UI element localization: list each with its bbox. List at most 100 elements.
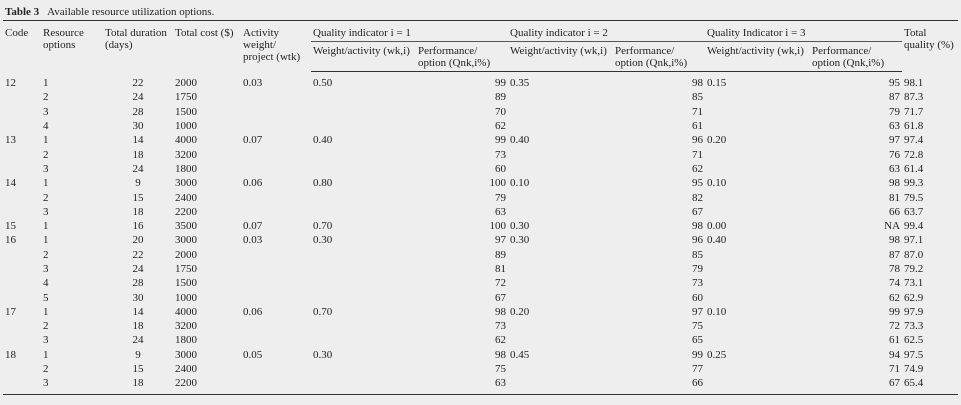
table-cell: 97 <box>889 134 901 147</box>
table-cell: 20 <box>132 234 144 247</box>
table-cell: 0.25 <box>707 348 727 361</box>
table-cell: 24 <box>132 162 144 175</box>
table-cell <box>3 105 41 119</box>
table-cell: 82 <box>692 191 704 204</box>
table-cell <box>311 162 416 176</box>
table-cell: 75 <box>495 363 507 376</box>
table-cell: 85 <box>692 248 704 261</box>
table-cell: 0.70 <box>313 305 333 318</box>
table-cell <box>3 262 41 276</box>
table-cell <box>705 90 810 104</box>
table-cell: 0.15 <box>707 77 727 90</box>
table-cell: 3 <box>43 162 49 175</box>
table-cell: 18 <box>103 376 173 395</box>
table-cell <box>311 290 416 304</box>
table-cell: 73.3 <box>904 320 924 333</box>
table-cell: 99 <box>692 348 704 361</box>
table-cell <box>241 105 311 119</box>
table-cell: 30 <box>132 291 144 304</box>
table-row: 3 24 1800 62 65 61 62.5 <box>3 333 958 347</box>
table-cell: 81 <box>495 263 507 275</box>
subheader-cell: Performance/ option (Qnk,i%) <box>613 41 706 72</box>
table-cell: 16 <box>132 220 144 233</box>
table-row: 16 1 20 3000 0.03 0.30 97 0.30 96 0.40 98 97.1 <box>3 233 958 247</box>
table-cell: 67 <box>692 205 704 218</box>
table-cell: 95 <box>889 77 901 90</box>
table-cell: 73.1 <box>904 277 924 290</box>
table-cell <box>241 90 311 104</box>
table-cell: 62.5 <box>904 334 924 347</box>
table-cell <box>705 205 810 219</box>
table-cell: 0.20 <box>707 134 727 147</box>
table-cell: 1 <box>43 305 49 318</box>
table-cell: 2000 <box>175 248 197 261</box>
table: Code Resource options Total duration (da… <box>3 21 959 395</box>
table-cell: 1 <box>43 177 49 190</box>
table-cell: 61 <box>889 334 901 347</box>
table-cell: 1000 <box>175 120 197 133</box>
table-cell: 15 <box>5 220 16 233</box>
table-cell: 0.40 <box>313 134 333 147</box>
table-row: 2 22 2000 89 85 87 87.0 <box>3 248 958 262</box>
table-cell: 66 <box>889 205 901 218</box>
table-cell: 67 <box>810 376 903 395</box>
table-cell: 81 <box>889 191 901 204</box>
table-cell <box>241 276 311 290</box>
header-group: Quality indicator i = 1 <box>311 21 509 42</box>
table-cell: 5 <box>43 291 49 304</box>
table-cell: 22 <box>132 248 144 261</box>
table-cell: 74 <box>889 277 901 290</box>
table-cell: 1800 <box>175 162 197 175</box>
table-cell: 9 <box>135 348 141 361</box>
table-cell: 0.30 <box>313 348 333 361</box>
table-cell: 79.5 <box>904 191 924 204</box>
table-row: 4 30 1000 62 61 63 61.8 <box>3 119 958 133</box>
table-cell <box>3 333 41 347</box>
table-row: 2 15 2400 75 77 71 74.9 <box>3 362 958 376</box>
table-cell: 61.8 <box>904 120 924 133</box>
table-cell: 78 <box>889 263 901 275</box>
table-cell <box>3 205 41 219</box>
table-cell: 0.03 <box>243 76 263 89</box>
table-cell <box>3 362 41 376</box>
table-cell: 71 <box>692 148 704 161</box>
table-cell: 97.5 <box>904 348 924 361</box>
table-cell: 24 <box>132 334 144 347</box>
table-cell: 73 <box>692 277 704 290</box>
table-cell: 3500 <box>175 220 197 233</box>
header-cell: Total cost ($) <box>175 27 234 39</box>
table-cell: 1750 <box>175 91 197 104</box>
table-cell: 98 <box>692 77 704 90</box>
table-cell: 79 <box>692 263 704 275</box>
table-row: 17 1 14 4000 0.06 0.70 98 0.20 97 0.10 99 97.9 <box>3 305 958 319</box>
table-cell: 17 <box>5 305 16 318</box>
table-cell <box>311 376 416 395</box>
table-cell: 2 <box>43 148 49 161</box>
table-cell: 12 <box>5 76 16 89</box>
table-row: 3 28 1500 70 71 79 71.7 <box>3 105 958 119</box>
table-cell: 71 <box>692 105 704 118</box>
table-cell <box>3 119 41 133</box>
table-cell: 14 <box>132 305 144 318</box>
table-cell: 98 <box>889 234 901 247</box>
table-cell: 0.10 <box>707 305 727 318</box>
caption: Table 3 Available resource utilization op… <box>3 4 958 21</box>
table-cell: 73 <box>495 148 507 161</box>
table-cell: 63 <box>416 376 509 395</box>
table-cell: 62 <box>495 120 507 133</box>
table-cell: 1 <box>43 220 49 233</box>
table-cell: NA <box>884 220 901 233</box>
table-cell: 100 <box>489 220 507 233</box>
table-cell: 3000 <box>175 177 197 190</box>
table-cell: 98 <box>692 220 704 233</box>
table-row: 5 30 1000 67 60 62 62.9 <box>3 290 958 304</box>
table-cell <box>705 362 810 376</box>
table-row: 14 1 9 3000 0.06 0.80 100 0.10 95 0.10 98 99.3 <box>3 176 958 190</box>
table-cell <box>3 162 41 176</box>
header-cell: Activity weight/ project (wtk) <box>243 27 301 63</box>
table-cell <box>508 147 613 161</box>
table-cell: 62 <box>495 334 507 347</box>
table-cell: 24 <box>132 91 144 104</box>
table-cell: 3200 <box>175 148 197 161</box>
table-cell: 79 <box>889 105 901 118</box>
